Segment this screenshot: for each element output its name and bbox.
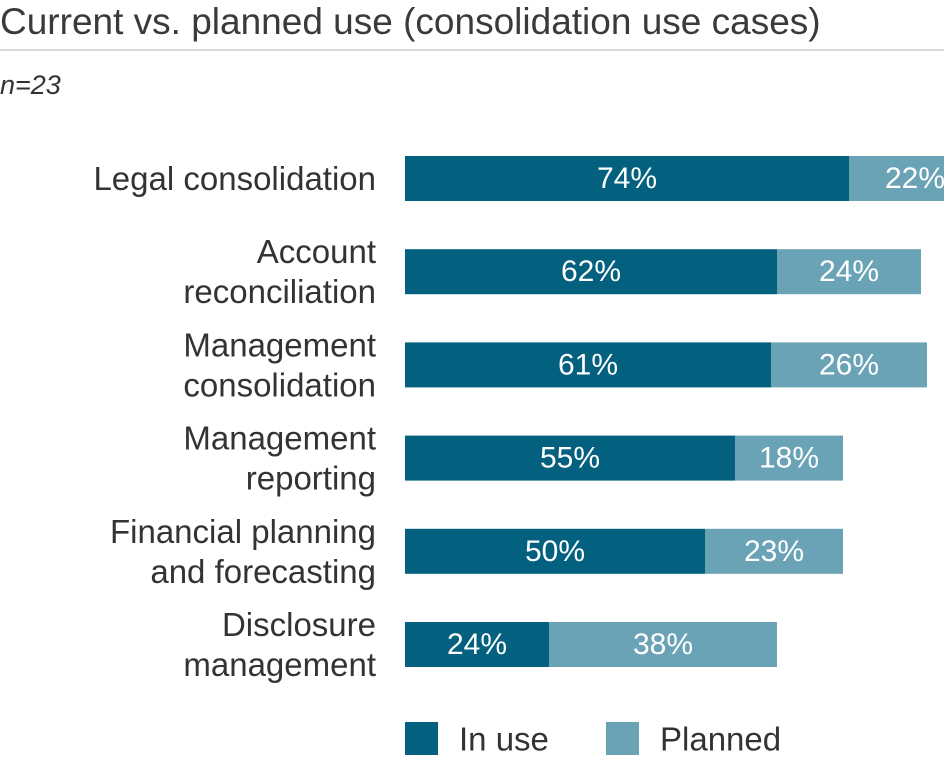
bar-segment-planned <box>849 156 944 201</box>
chart-subtitle: n=23 <box>0 70 61 100</box>
category-label: Management <box>183 326 376 363</box>
legend-swatch-in-use <box>405 722 438 755</box>
category-label: Account <box>257 233 376 270</box>
data-label: 50% <box>525 535 585 568</box>
category-label: reporting <box>246 460 376 497</box>
bar-segment-in-use <box>405 249 777 295</box>
bar-segment-planned <box>735 435 843 481</box>
data-label: 24% <box>819 255 879 288</box>
bar-segment-in-use <box>405 435 735 481</box>
bar-segment-in-use <box>405 156 849 201</box>
bar-segment-in-use <box>405 528 705 574</box>
category-label: management <box>183 646 376 683</box>
legend-swatch-planned <box>606 722 639 755</box>
data-label: 26% <box>819 348 879 381</box>
bar-segment-in-use <box>405 342 771 388</box>
category-label: Management <box>183 420 376 457</box>
category-label: and forecasting <box>150 553 376 590</box>
category-label: consolidation <box>183 366 376 403</box>
chart-title: Current vs. planned use (consolidation u… <box>0 1 821 42</box>
bar-segment-planned <box>705 528 843 574</box>
legend-label-in-use: In use <box>459 721 549 758</box>
category-label: Financial planning <box>110 513 376 550</box>
bar-segment-planned <box>777 249 921 295</box>
data-label: 24% <box>447 628 507 661</box>
data-label: 61% <box>558 348 618 381</box>
data-label: 22% <box>885 162 944 195</box>
category-label: Legal consolidation <box>93 160 376 197</box>
category-label: reconciliation <box>183 273 376 310</box>
title-divider <box>0 49 944 51</box>
data-label: 62% <box>561 255 621 288</box>
data-label: 55% <box>540 442 600 475</box>
data-label: 18% <box>759 442 819 475</box>
bar-segment-in-use <box>405 622 549 667</box>
category-label: Disclosure <box>222 606 376 643</box>
bar-segment-planned <box>549 622 777 667</box>
bar-segment-planned <box>771 342 927 388</box>
data-label: 74% <box>597 162 657 195</box>
legend-label-planned: Planned <box>660 721 781 758</box>
data-label: 23% <box>744 535 804 568</box>
data-label: 38% <box>633 628 693 661</box>
